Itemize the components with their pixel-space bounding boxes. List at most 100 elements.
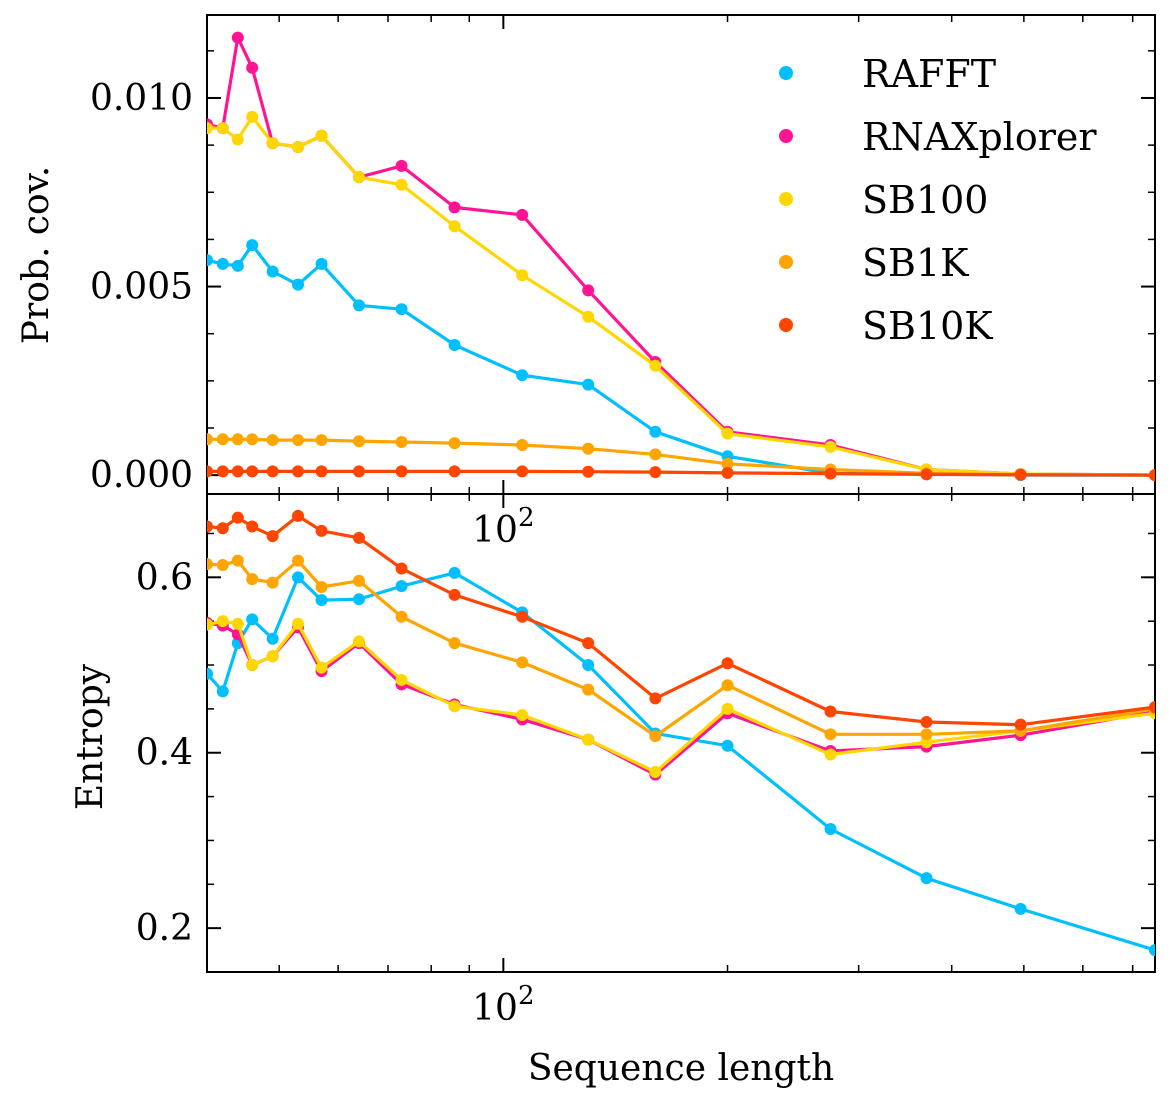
legend-label-rnaxplorer: RNAXplorer: [862, 115, 1097, 159]
prob-cov-point-sb100: [216, 122, 229, 135]
entropy-point-sb1k: [216, 559, 229, 572]
entropy-ticks: [207, 494, 1155, 973]
prob-cov-point-sb10k: [353, 465, 366, 478]
prob-cov-point-sb1k: [395, 435, 408, 448]
prob-cov-series-line-rnaxplorer: [207, 35, 1155, 477]
prob-cov-ytick-label: 0.000: [90, 455, 193, 496]
prob-cov-point-sb10k: [231, 465, 244, 478]
entropy-point-sb10k: [246, 520, 259, 533]
entropy-point-sb100: [216, 615, 229, 628]
entropy-point-sb10k: [216, 522, 229, 535]
prob-cov-point-rafft: [353, 299, 366, 312]
legend-marker-sb1k: [779, 255, 793, 269]
prob-cov-point-rnaxplorer: [395, 159, 408, 172]
entropy-point-sb100: [516, 709, 529, 722]
entropy-point-sb1k: [395, 610, 408, 623]
prob-cov-point-sb1k: [246, 433, 259, 446]
prob-cov-point-rafft: [395, 303, 408, 316]
prob-cov-point-sb100: [353, 171, 366, 184]
prob-cov-point-rafft: [582, 378, 595, 391]
prob-cov-point-sb10k: [266, 465, 279, 478]
entropy-xtick-label: 102: [472, 981, 534, 1029]
entropy-point-rafft: [582, 659, 595, 672]
prob-cov-x-tick-labels: 102: [472, 503, 534, 551]
prob-cov-ylabel: Prob. cov.: [16, 166, 57, 344]
legend-marker-sb100: [779, 192, 793, 206]
entropy-point-sb10k: [292, 509, 305, 522]
prob-cov-ytick-label: 0.005: [90, 267, 193, 308]
entropy-point-sb1k: [353, 574, 366, 587]
prob-cov-series: [207, 31, 1155, 482]
prob-cov-point-sb10k: [824, 467, 837, 480]
prob-cov-panel: 0.000 0.005 0.010 102 Prob. cov. RAFFT RNAX…: [16, 14, 1156, 551]
entropy-point-sb1k: [207, 558, 213, 571]
prob-cov-point-sb10k: [721, 466, 734, 479]
entropy-point-rafft: [920, 872, 933, 885]
xlabel: Sequence length: [528, 1048, 834, 1089]
entropy-point-sb100: [395, 673, 408, 686]
prob-cov-point-rafft: [448, 339, 461, 352]
legend-marker-rnaxplorer: [779, 129, 793, 143]
entropy-point-sb100: [266, 650, 279, 663]
entropy-point-sb1k: [315, 580, 328, 593]
prob-cov-point-sb100: [246, 110, 259, 123]
entropy-point-rafft: [353, 593, 366, 606]
prob-cov-point-sb100: [266, 137, 279, 150]
prob-cov-point-sb100: [292, 141, 305, 154]
prob-cov-point-sb10k: [582, 465, 595, 478]
prob-cov-point-rnaxplorer: [448, 201, 461, 214]
entropy-point-sb100: [721, 702, 734, 715]
entropy-point-sb1k: [266, 576, 279, 589]
entropy-ytick-label: 0.6: [136, 557, 193, 598]
prob-cov-series-line-sb1k: [207, 437, 1155, 477]
entropy-panel: 0.2 0.4 0.6 102 Entropy Sequence length: [70, 493, 1156, 1089]
prob-cov-point-rafft: [216, 257, 229, 270]
prob-cov-point-rnaxplorer: [231, 31, 244, 44]
entropy-ylabel: Entropy: [70, 663, 111, 810]
entropy-point-sb100: [353, 635, 366, 648]
prob-cov-point-sb1k: [315, 434, 328, 447]
entropy-point-rafft: [315, 594, 328, 607]
entropy-point-sb1k: [246, 573, 259, 586]
prob-cov-point-sb100: [231, 133, 244, 146]
prob-cov-point-sb1k: [516, 438, 529, 451]
prob-cov-point-sb10k: [448, 465, 461, 478]
entropy-point-sb10k: [1014, 718, 1027, 731]
entropy-point-rafft: [266, 632, 279, 645]
prob-cov-point-rafft: [649, 425, 662, 438]
entropy-point-rafft: [1149, 944, 1155, 957]
legend-label-sb1k: SB1K: [862, 241, 969, 285]
prob-cov-y-tick-labels: 0.000 0.005 0.010: [90, 78, 193, 496]
prob-cov-point-rafft: [207, 254, 213, 267]
entropy-point-sb10k: [582, 637, 595, 650]
entropy-point-rafft: [292, 571, 305, 584]
entropy-point-sb10k: [395, 562, 408, 575]
legend-marker-rafft: [779, 66, 793, 80]
entropy-point-sb1k: [649, 730, 662, 743]
prob-cov-point-sb10k: [315, 465, 328, 478]
prob-cov-point-sb1k: [353, 435, 366, 448]
prob-cov-point-sb1k: [448, 437, 461, 450]
entropy-series-line-sb10k: [207, 514, 1155, 727]
entropy-point-rafft: [448, 566, 461, 579]
prob-cov-point-rafft: [516, 369, 529, 382]
prob-cov-point-sb100: [721, 427, 734, 440]
legend-label-rafft: RAFFT: [862, 52, 996, 96]
entropy-series: [207, 509, 1155, 957]
prob-cov-point-sb100: [824, 440, 837, 453]
prob-cov-point-sb100: [395, 178, 408, 191]
entropy-axes-frame: [206, 493, 1156, 973]
prob-cov-point-sb10k: [920, 468, 933, 481]
prob-cov-point-sb10k: [292, 465, 305, 478]
entropy-point-sb10k: [448, 588, 461, 601]
prob-cov-point-sb1k: [231, 433, 244, 446]
prob-cov-point-sb1k: [582, 442, 595, 455]
prob-cov-point-sb10k: [1014, 468, 1027, 481]
entropy-point-sb1k: [721, 679, 734, 692]
entropy-point-sb1k: [231, 554, 244, 567]
legend-label-sb10k: SB10K: [862, 304, 993, 348]
entropy-point-sb1k: [448, 637, 461, 650]
entropy-series-line-rafft: [207, 571, 1155, 952]
entropy-point-sb1k: [920, 728, 933, 741]
